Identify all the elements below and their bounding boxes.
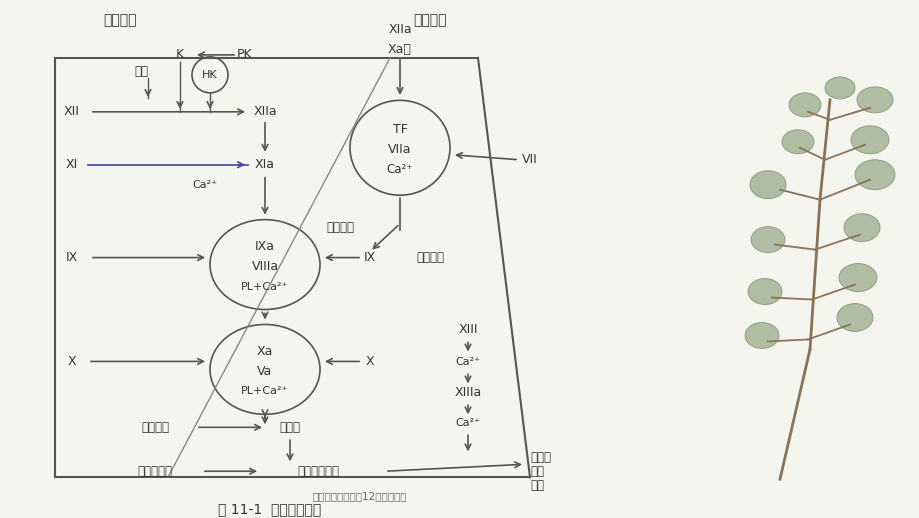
Ellipse shape bbox=[843, 213, 879, 241]
Text: 外凝系统: 外凝系统 bbox=[413, 13, 447, 27]
Text: VIIIa: VIIIa bbox=[251, 260, 278, 273]
Text: 选择通路: 选择通路 bbox=[325, 221, 354, 234]
Ellipse shape bbox=[749, 171, 785, 199]
Text: XIa: XIa bbox=[255, 158, 275, 171]
Text: 内凝系统: 内凝系统 bbox=[103, 13, 137, 27]
Ellipse shape bbox=[744, 323, 778, 349]
Text: XIIIa: XIIIa bbox=[454, 386, 482, 399]
Text: 蛋白: 蛋白 bbox=[529, 479, 543, 492]
Text: PK: PK bbox=[237, 48, 253, 62]
Text: XI: XI bbox=[66, 158, 78, 171]
Text: XII: XII bbox=[64, 105, 80, 118]
Text: 纤维蛋白原: 纤维蛋白原 bbox=[137, 465, 173, 478]
Text: XIIa: XIIa bbox=[253, 105, 277, 118]
Text: X: X bbox=[68, 355, 76, 368]
Text: 纤维蛋白单体: 纤维蛋白单体 bbox=[297, 465, 338, 478]
Text: 传统通路: 传统通路 bbox=[415, 251, 444, 264]
Text: IXa: IXa bbox=[255, 240, 275, 253]
Text: TF: TF bbox=[392, 123, 407, 136]
Text: 凝血酶原: 凝血酶原 bbox=[141, 421, 169, 434]
Ellipse shape bbox=[857, 87, 892, 113]
Text: 医学超级全之病生12凝血与抗凝: 医学超级全之病生12凝血与抗凝 bbox=[312, 491, 407, 501]
Text: IX: IX bbox=[66, 251, 78, 264]
Text: Ca²⁺: Ca²⁺ bbox=[192, 180, 217, 190]
Text: 胶原: 胶原 bbox=[134, 65, 148, 78]
Text: Ca²⁺: Ca²⁺ bbox=[386, 163, 413, 176]
Text: 纤维: 纤维 bbox=[529, 465, 543, 478]
Text: IX: IX bbox=[364, 251, 376, 264]
Text: Ca²⁺: Ca²⁺ bbox=[455, 419, 480, 428]
Text: HK: HK bbox=[202, 70, 218, 80]
Text: Xa等: Xa等 bbox=[388, 44, 412, 56]
Ellipse shape bbox=[789, 93, 820, 117]
Ellipse shape bbox=[781, 130, 813, 154]
Text: 稳定的: 稳定的 bbox=[529, 451, 550, 464]
Text: PL+Ca²⁺: PL+Ca²⁺ bbox=[241, 386, 289, 396]
Text: PL+Ca²⁺: PL+Ca²⁺ bbox=[241, 282, 289, 292]
Ellipse shape bbox=[824, 77, 854, 99]
Ellipse shape bbox=[838, 264, 876, 292]
Text: Xa: Xa bbox=[256, 345, 273, 358]
Ellipse shape bbox=[836, 304, 872, 332]
Text: Va: Va bbox=[257, 365, 272, 378]
Text: VII: VII bbox=[522, 153, 538, 166]
Text: 凝血酶: 凝血酶 bbox=[279, 421, 301, 434]
Text: 图 11-1  血液凝固机制: 图 11-1 血液凝固机制 bbox=[218, 502, 322, 516]
Ellipse shape bbox=[750, 227, 784, 253]
Text: X: X bbox=[365, 355, 374, 368]
Text: VIIa: VIIa bbox=[388, 143, 412, 156]
Text: XIII: XIII bbox=[458, 323, 477, 336]
Text: XIIa: XIIa bbox=[388, 23, 412, 36]
Ellipse shape bbox=[747, 279, 781, 305]
Text: Ca²⁺: Ca²⁺ bbox=[455, 357, 480, 367]
Ellipse shape bbox=[850, 126, 888, 154]
Ellipse shape bbox=[854, 160, 894, 190]
Text: K: K bbox=[176, 48, 184, 62]
